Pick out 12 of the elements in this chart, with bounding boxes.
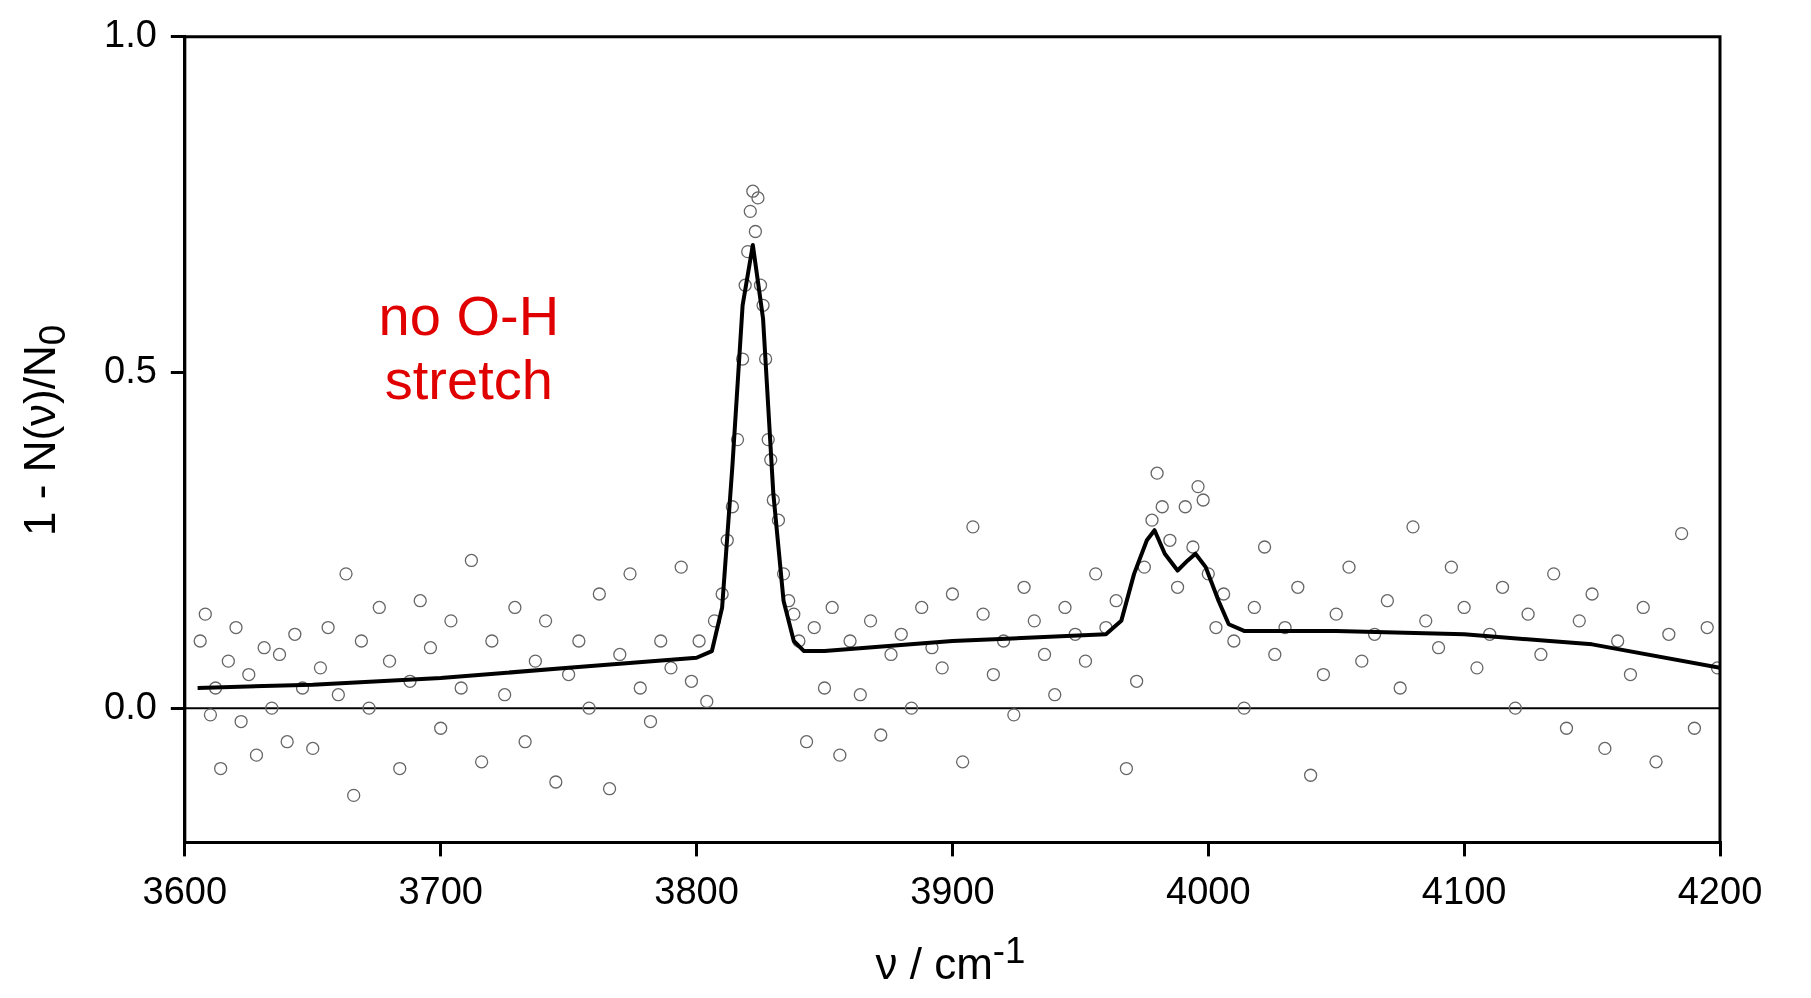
y-tick-label: 1.0 bbox=[104, 13, 157, 56]
x-tick-label: 4100 bbox=[1421, 869, 1507, 912]
annotation: no O-H stretch bbox=[378, 283, 560, 411]
y-tick-label: 0.5 bbox=[104, 348, 157, 391]
x-tick-label: 3800 bbox=[654, 869, 739, 912]
x-tick-label: 3600 bbox=[142, 869, 228, 912]
x-tick-label: 3900 bbox=[910, 869, 995, 912]
y-tick-label: 0.0 bbox=[104, 684, 157, 727]
x-tick-label: 3700 bbox=[398, 869, 483, 912]
x-axis-title: ν / cm$^{-1}$ bbox=[874, 930, 1027, 989]
x-tick-label: 4200 bbox=[1677, 869, 1763, 912]
x-tick-label: 4000 bbox=[1166, 869, 1251, 912]
